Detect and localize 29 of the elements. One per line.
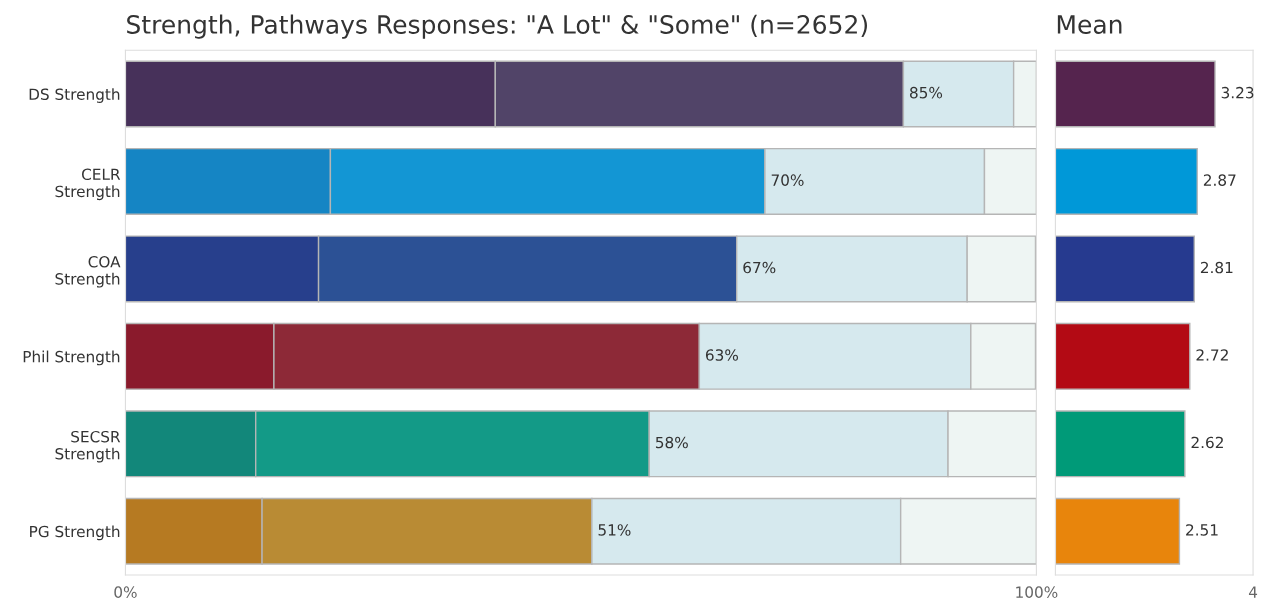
bar: [1055, 147, 1198, 215]
y-tick-label: CELR Strength: [55, 168, 121, 201]
data-label: 2.81: [1200, 261, 1233, 274]
y-tick-label: DS Strength: [29, 88, 120, 103]
annotation: 70%: [771, 174, 804, 186]
data-label: 3.23: [1221, 86, 1254, 99]
chart-title: Mean: [1057, 15, 1122, 34]
data-label: 2.72: [1196, 349, 1228, 361]
bar: [1055, 322, 1191, 390]
y-tick-label: SECSR Strength: [55, 430, 121, 463]
x-tick-label: 4: [1248, 586, 1258, 598]
annotation: 67%: [743, 261, 776, 274]
y-tick-label: PG Strength: [30, 525, 120, 541]
annotation: 58%: [655, 436, 688, 449]
bar: [1055, 410, 1186, 478]
x-tick-label: 100%: [1016, 586, 1058, 598]
data-label: 2.87: [1203, 174, 1236, 186]
bar: [1055, 60, 1216, 128]
bar: [1055, 497, 1181, 565]
y-tick-label: Phil Strength: [23, 350, 120, 366]
annotation: 63%: [705, 349, 739, 361]
chart-title: Strength, Pathways Responses: "A Lot" & "Some" (n=2652): [127, 14, 868, 39]
x-tick-label: 0%: [114, 586, 137, 598]
y-tick-label: COA Strength: [55, 255, 121, 288]
annotation: 51%: [598, 524, 631, 536]
bar: [1055, 235, 1195, 303]
data-label: 2.51: [1186, 524, 1218, 536]
data-label: 2.62: [1191, 436, 1223, 449]
annotation: 85%: [910, 86, 943, 99]
